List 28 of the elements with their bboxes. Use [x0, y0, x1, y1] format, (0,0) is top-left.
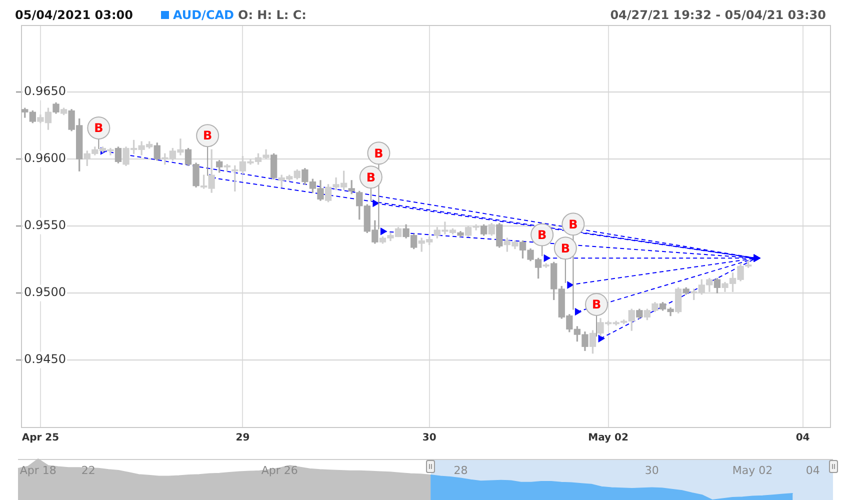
text: B — [568, 217, 578, 232]
x-tick-label: 29 — [236, 432, 250, 444]
x-tick-label: 30 — [644, 464, 659, 477]
y-tick-label: 0.9550 — [24, 218, 66, 232]
series-label: B — [94, 121, 104, 136]
y-tick-label: 0.9500 — [24, 285, 66, 300]
series-label: B — [537, 228, 547, 242]
text: AUD/CAD — [172, 8, 234, 22]
y-tick-label: 0.9600 — [24, 151, 66, 166]
y-tick-label: 0.9450 — [24, 352, 66, 366]
chart-title: 05/04/2021 03:00 — [15, 8, 133, 22]
text: 04/27/21 19:32 - 05/04/21 03:30 — [610, 8, 826, 22]
x-tick-label: 22 — [81, 464, 96, 477]
x-tick-label: Apr 25 — [22, 432, 60, 444]
x-tick-label: May 02 — [588, 432, 628, 444]
x-tick-label: May 02 — [732, 464, 773, 477]
x-tick-label: 30 — [422, 432, 436, 444]
x-tick-label: 04 — [806, 464, 820, 477]
text: B — [374, 146, 384, 160]
x-tick-label: 28 — [454, 464, 468, 477]
text: B — [203, 128, 212, 143]
x-tick-label: 04 — [796, 432, 810, 444]
y-tick-label: 0.9650 — [24, 84, 66, 98]
text: B — [560, 241, 570, 256]
text: O: H: L: C: — [238, 8, 306, 22]
x-tick-label: Apr 18 — [20, 464, 56, 477]
series-label: B — [592, 298, 602, 312]
series-label: B — [366, 170, 376, 184]
